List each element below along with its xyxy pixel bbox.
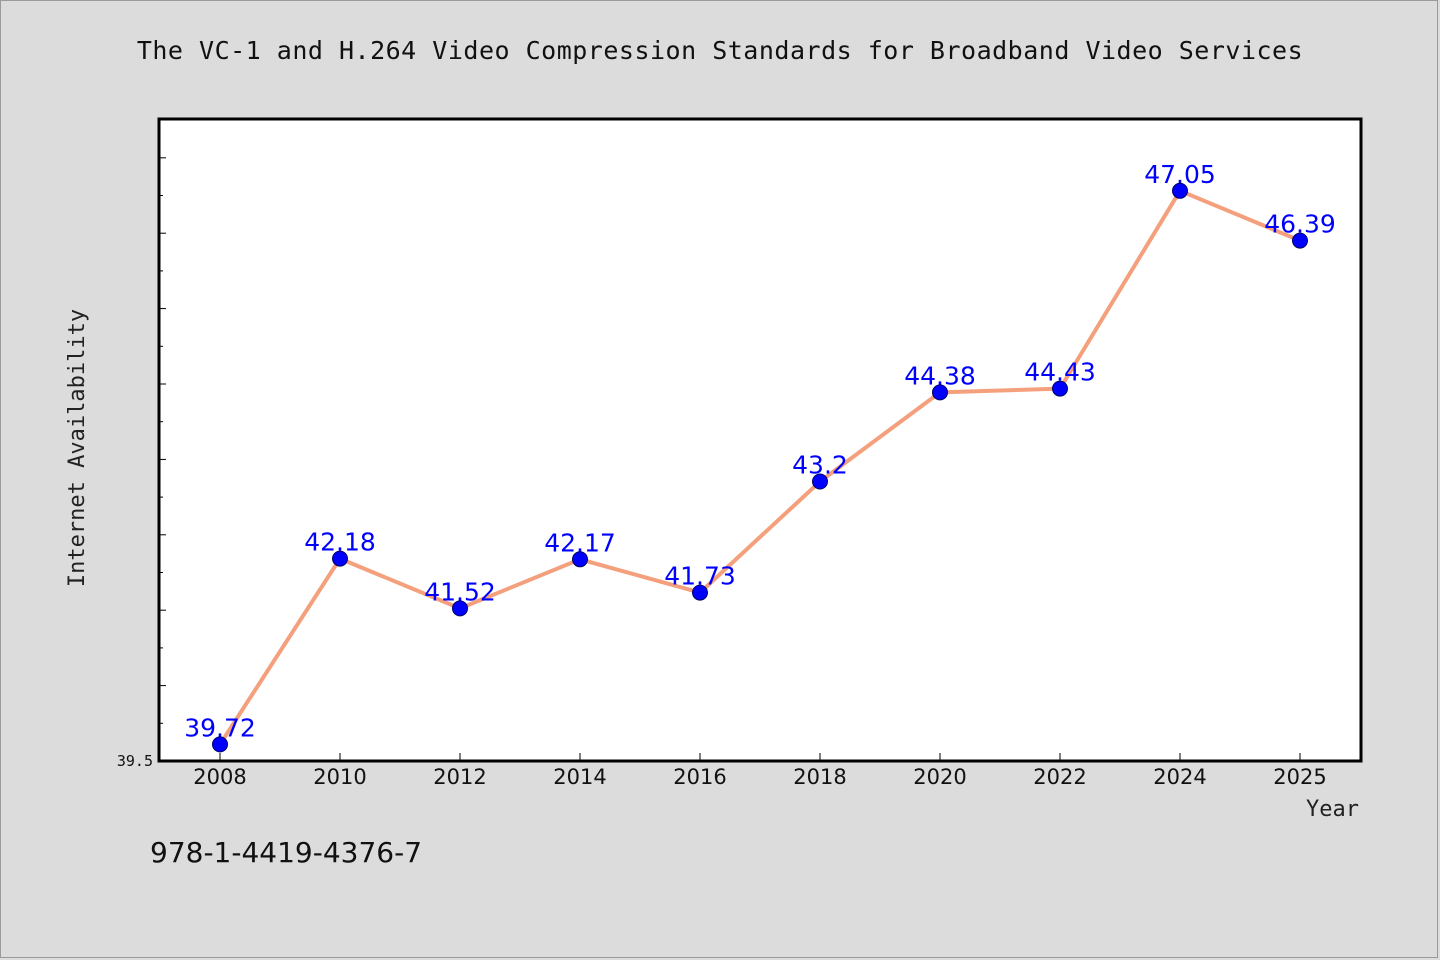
x-tick-label: 2025 <box>1273 765 1326 789</box>
data-label: 47.05 <box>1144 160 1216 189</box>
data-label: 42.17 <box>544 528 616 557</box>
x-tick-label: 2018 <box>793 765 846 789</box>
data-point <box>332 550 348 567</box>
chart-title: The VC-1 and H.264 Video Compression Sta… <box>136 36 1304 65</box>
data-labels: 39.72 42.18 41.52 42.17 41.73 43.2 44.38 44.43 4… <box>184 160 1336 743</box>
y-tick-label: 39.5 <box>117 752 153 770</box>
data-label: 44.43 <box>1024 358 1096 387</box>
x-tick-label: 2014 <box>553 765 606 789</box>
data-point <box>1172 182 1188 199</box>
data-point <box>1052 380 1068 397</box>
x-axis-label: Year <box>1306 797 1359 822</box>
data-label: 43.2 <box>792 451 848 480</box>
isbn-text: 978-1-4419-4376-7 <box>150 836 423 869</box>
data-point <box>572 551 588 568</box>
x-tick-label: 2016 <box>673 765 726 789</box>
x-tick-label: 2008 <box>193 765 246 789</box>
y-axis-label: Internet Availability <box>65 309 90 587</box>
data-point <box>1292 232 1308 249</box>
series-line <box>218 188 1302 747</box>
data-label: 39.72 <box>184 713 256 742</box>
x-tick-label: 2020 <box>913 765 966 789</box>
data-label: 46.39 <box>1264 210 1336 239</box>
data-label: 41.52 <box>424 577 496 606</box>
x-axis-ticks: 2008 2010 2012 2014 2016 2018 2020 2022 2024 2025 <box>193 753 1327 789</box>
data-label: 44.38 <box>904 361 976 390</box>
x-tick-label: 2022 <box>1033 765 1086 789</box>
data-label: 42.18 <box>304 528 376 557</box>
data-point <box>812 473 828 490</box>
data-point <box>212 736 228 753</box>
data-points <box>212 182 1308 753</box>
plot-area <box>159 119 1361 761</box>
data-label: 41.73 <box>664 562 736 591</box>
plot-border <box>157 117 1363 763</box>
data-point <box>452 600 468 617</box>
x-tick-label: 2024 <box>1153 765 1206 789</box>
x-tick-label: 2010 <box>313 765 366 789</box>
x-tick-label: 2012 <box>433 765 486 789</box>
data-point <box>932 384 948 401</box>
data-point <box>692 584 708 601</box>
